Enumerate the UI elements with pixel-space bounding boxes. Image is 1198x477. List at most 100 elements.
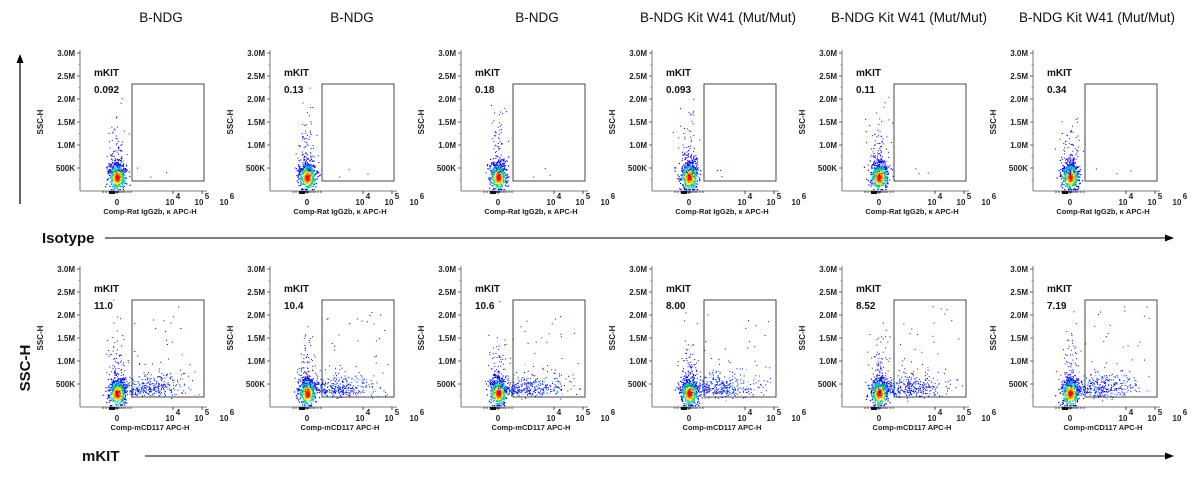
cell-dot bbox=[309, 174, 311, 176]
cell-dot bbox=[879, 173, 881, 175]
cell-dot bbox=[120, 381, 122, 384]
cell-dot bbox=[304, 188, 306, 190]
cell-dot bbox=[1075, 180, 1077, 182]
cell-dot bbox=[177, 389, 179, 391]
cell-dot bbox=[305, 124, 307, 126]
cell-dot bbox=[497, 185, 499, 187]
cell-dot bbox=[1067, 159, 1068, 161]
x-axis-label: Comp-Rat IgG2b, κ APC-H bbox=[865, 207, 958, 216]
y-tick-label: 3.0M bbox=[247, 49, 265, 58]
cell-dot bbox=[305, 161, 307, 163]
cell-dot bbox=[117, 158, 119, 161]
cell-dot bbox=[109, 163, 111, 165]
cell-dot bbox=[499, 169, 502, 171]
cell-dot bbox=[1080, 174, 1082, 176]
cell-dot bbox=[500, 167, 502, 169]
cell-dot bbox=[116, 381, 118, 383]
cell-dot bbox=[118, 380, 120, 382]
cell-dot bbox=[301, 151, 303, 153]
cell-dot bbox=[171, 378, 173, 380]
cell-dot bbox=[876, 169, 878, 172]
cell-dot bbox=[498, 161, 500, 163]
cell-dot bbox=[118, 165, 120, 166]
cell-dot bbox=[160, 361, 162, 363]
cell-dot bbox=[145, 385, 147, 386]
cell-dot bbox=[119, 403, 121, 405]
cell-dot bbox=[307, 134, 308, 136]
cell-dot bbox=[156, 381, 158, 383]
cell-dot bbox=[1075, 184, 1077, 186]
cell-dot bbox=[299, 168, 301, 170]
cell-dot bbox=[683, 154, 685, 155]
cell-dot bbox=[154, 392, 156, 394]
cell-dot bbox=[111, 156, 113, 157]
x-tick-label: 104 bbox=[928, 192, 943, 207]
cell-dot bbox=[493, 148, 495, 150]
cell-dot bbox=[879, 130, 881, 132]
cell-dot bbox=[316, 170, 318, 172]
cell-dot bbox=[118, 179, 120, 181]
cell-dot bbox=[884, 173, 886, 175]
cell-dot bbox=[114, 357, 115, 359]
cell-dot bbox=[496, 186, 498, 188]
cell-dot bbox=[123, 385, 125, 387]
cell-dot bbox=[1068, 168, 1070, 170]
cell-dot bbox=[870, 172, 872, 174]
cell-dot bbox=[314, 173, 316, 176]
cell-dot bbox=[1065, 179, 1067, 181]
cell-dot bbox=[679, 182, 682, 185]
cell-dot bbox=[164, 377, 166, 379]
cell-dot bbox=[119, 173, 121, 175]
cell-dot bbox=[302, 189, 304, 191]
cell-dot bbox=[125, 177, 127, 179]
cell-dot bbox=[112, 131, 114, 133]
cell-dot bbox=[121, 185, 123, 187]
cell-dot bbox=[115, 382, 117, 384]
cell-dot bbox=[171, 398, 173, 399]
cell-dot bbox=[315, 186, 317, 188]
cell-dot bbox=[695, 178, 697, 180]
cell-dot bbox=[688, 153, 690, 155]
cell-dot bbox=[872, 173, 874, 175]
cell-dot bbox=[500, 132, 502, 133]
cell-dot bbox=[1070, 144, 1072, 145]
cell-dot bbox=[117, 173, 119, 175]
cell-dot bbox=[117, 400, 119, 402]
cell-dot bbox=[504, 172, 506, 174]
cell-dot bbox=[1063, 171, 1065, 173]
cell-dot bbox=[682, 184, 684, 186]
x-tick-label: 105 bbox=[767, 192, 782, 207]
cell-dot bbox=[117, 387, 119, 390]
cell-dot bbox=[122, 187, 124, 189]
cell-dot bbox=[1067, 187, 1070, 190]
cell-dot bbox=[117, 316, 119, 318]
cell-dot bbox=[110, 392, 112, 394]
cell-dot bbox=[500, 183, 502, 185]
cell-dot bbox=[686, 174, 688, 176]
cell-dot bbox=[305, 132, 307, 134]
cell-dot bbox=[693, 155, 695, 157]
cell-dot bbox=[309, 180, 311, 182]
cell-dot bbox=[877, 166, 879, 168]
cell-dot bbox=[309, 166, 311, 168]
cell-dot bbox=[681, 175, 683, 177]
cell-dot bbox=[122, 189, 124, 191]
x-tick-label: 105 bbox=[957, 192, 972, 207]
cell-dot bbox=[884, 182, 886, 185]
cell-dot bbox=[497, 170, 499, 172]
cell-dot bbox=[160, 394, 162, 396]
cell-dot bbox=[1065, 169, 1067, 171]
cell-dot bbox=[495, 168, 497, 170]
cell-dot bbox=[500, 164, 502, 166]
cell-dot bbox=[1095, 168, 1097, 170]
cell-dot bbox=[878, 177, 880, 179]
cell-dot bbox=[313, 160, 315, 162]
cell-dot bbox=[315, 173, 317, 175]
cell-dot bbox=[106, 179, 109, 181]
x-tick-cluster bbox=[871, 191, 877, 194]
cell-dot bbox=[157, 376, 159, 378]
cell-dot bbox=[696, 164, 698, 166]
cell-dot bbox=[695, 177, 697, 179]
cell-dot bbox=[114, 395, 116, 397]
